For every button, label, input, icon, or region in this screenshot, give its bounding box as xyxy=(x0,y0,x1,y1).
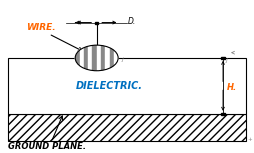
Text: j: j xyxy=(226,58,227,63)
Bar xyxy=(88,45,92,71)
Bar xyxy=(8,58,246,114)
Bar xyxy=(221,113,225,115)
Bar xyxy=(101,45,105,71)
Bar xyxy=(114,45,118,71)
Bar xyxy=(95,22,98,24)
Bar xyxy=(109,45,114,71)
Circle shape xyxy=(75,45,118,71)
Bar xyxy=(84,45,88,71)
Bar xyxy=(8,114,246,141)
Text: +: + xyxy=(247,137,252,142)
Text: j: j xyxy=(122,57,124,62)
Text: H.: H. xyxy=(227,83,237,92)
Bar xyxy=(97,45,101,71)
Bar xyxy=(92,45,97,71)
Bar xyxy=(75,45,80,71)
Text: WIRE.: WIRE. xyxy=(26,23,56,32)
Bar xyxy=(105,45,109,71)
Text: DIELECTRIC.: DIELECTRIC. xyxy=(76,81,143,91)
Text: D.: D. xyxy=(128,17,136,26)
Bar xyxy=(80,45,84,71)
Bar xyxy=(221,57,225,59)
Text: GROUND PLANE.: GROUND PLANE. xyxy=(8,142,86,151)
